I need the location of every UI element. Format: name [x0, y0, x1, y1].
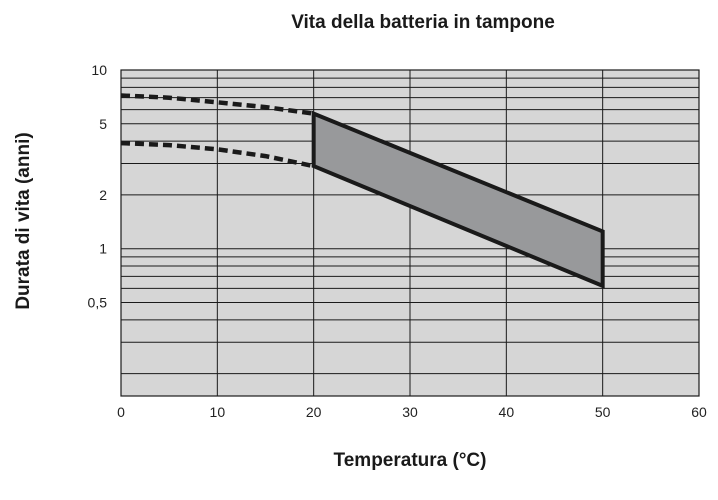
x-tick-label: 0 [117, 404, 125, 420]
x-tick-label: 40 [499, 404, 515, 420]
x-tick-label: 30 [402, 404, 418, 420]
y-tick-label: 2 [99, 187, 107, 203]
y-tick-label: 1 [99, 241, 107, 257]
x-tick-label: 50 [595, 404, 611, 420]
upper-extrapolation [120, 93, 315, 116]
life-band [311, 110, 605, 289]
plot-frame [120, 69, 700, 397]
x-axis-label: Temperatura (°C) [334, 450, 487, 471]
x-tick-label: 10 [210, 404, 226, 420]
y-tick-label: 10 [91, 62, 107, 78]
lower-extrapolation [120, 140, 315, 169]
y-tick-label: 0,5 [88, 295, 108, 311]
y-tick-label: 5 [99, 116, 107, 132]
x-tick-label: 20 [306, 404, 322, 420]
chart-title: Vita della batteria in tampone [291, 12, 555, 33]
plot-area: 0 10 20 30 40 50 60 0,5 1 2 5 10 [88, 62, 707, 420]
y-axis-label: Durata di vita (anni) [13, 132, 34, 309]
x-tick-label: 60 [691, 404, 707, 420]
